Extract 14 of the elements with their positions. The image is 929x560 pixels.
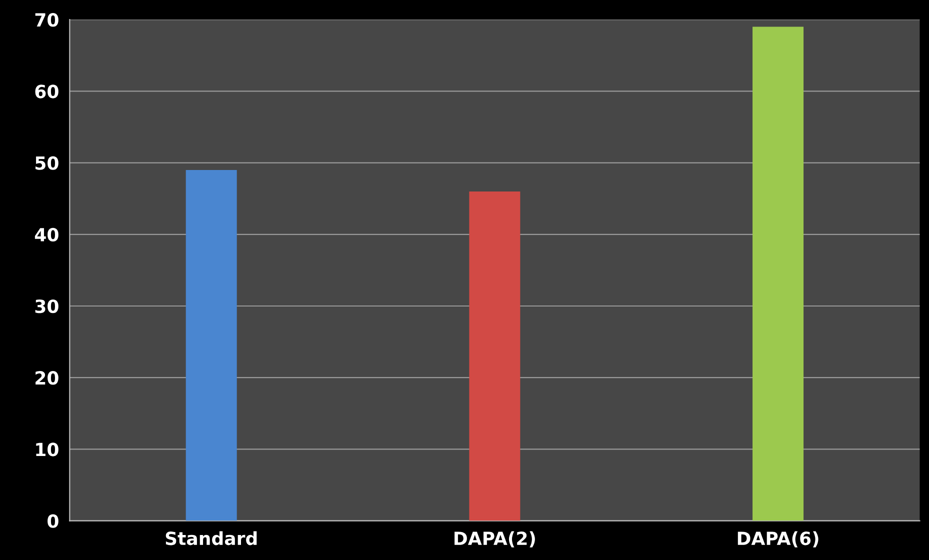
y-tick-label: 40: [34, 228, 58, 242]
bar: [752, 26, 804, 521]
x-tick-label: DAPA(2): [454, 531, 535, 548]
y-tick-label: 30: [35, 299, 58, 314]
y-tick-label: 0: [48, 514, 58, 528]
y-tick-label: 50: [36, 156, 58, 170]
bar: [469, 191, 520, 521]
y-tick-label: 70: [35, 13, 58, 27]
y-tick-label: 60: [35, 84, 58, 98]
x-tick-label: Standard: [166, 531, 257, 546]
bar: [186, 170, 237, 521]
x-tick-label: DAPA(6): [738, 531, 818, 548]
y-tick-label: 20: [36, 371, 58, 385]
y-tick-label: 10: [36, 442, 58, 456]
